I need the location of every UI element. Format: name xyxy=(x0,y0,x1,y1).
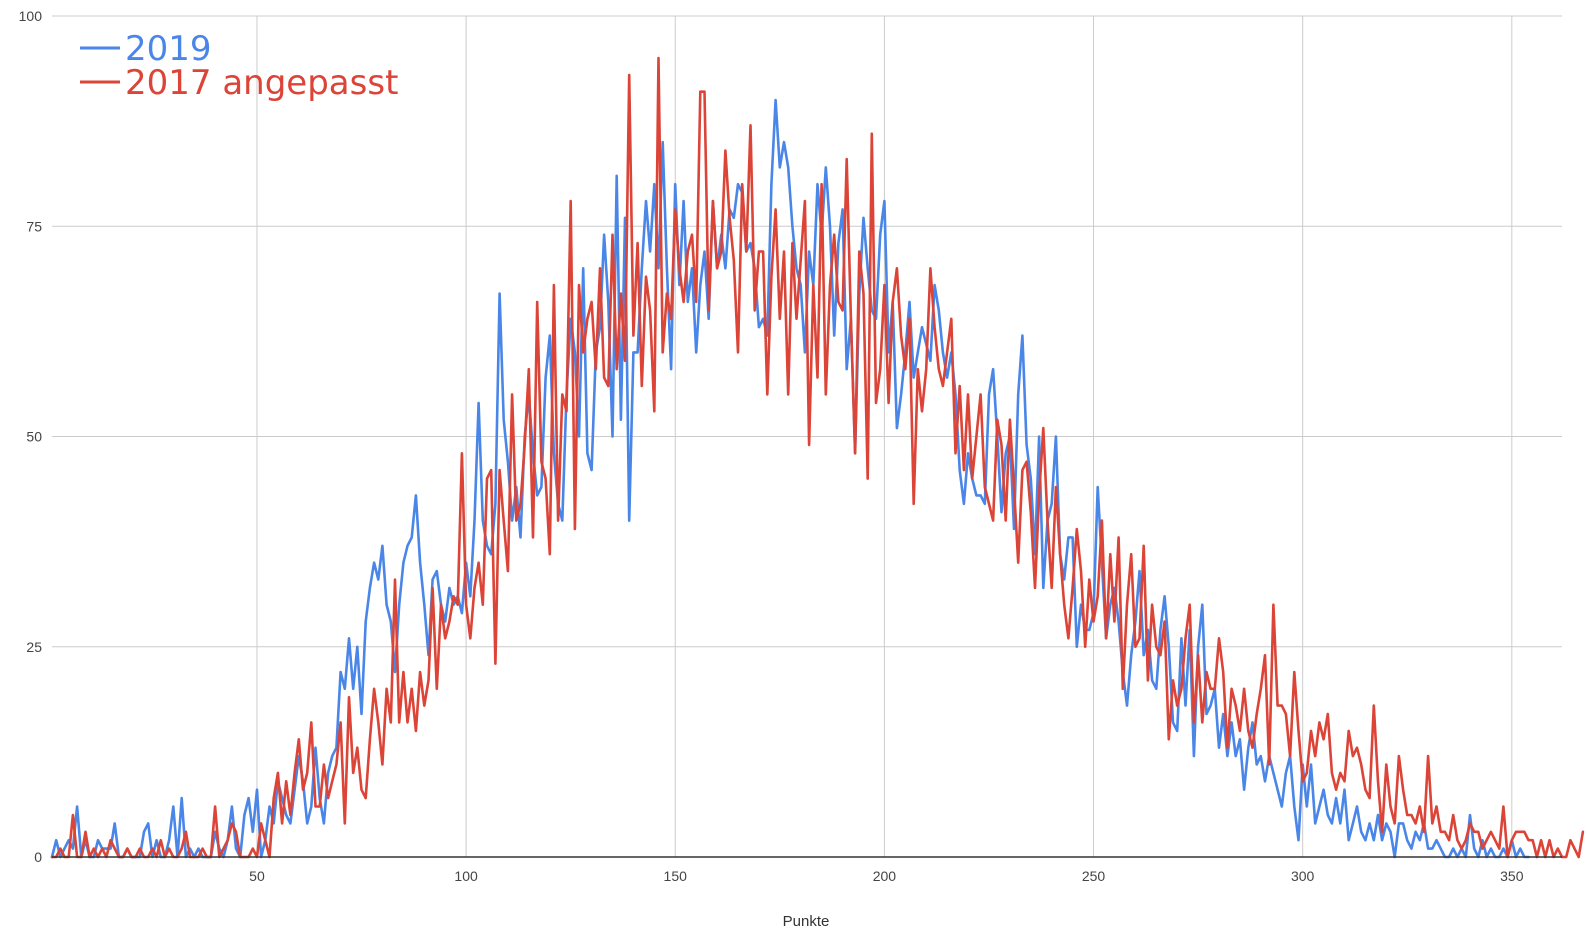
series-lines xyxy=(50,56,1585,859)
y-tick-label-2: 50 xyxy=(26,429,42,445)
x-tick-label-4: 250 xyxy=(1082,868,1106,884)
x-tick-label-2: 150 xyxy=(664,868,688,884)
series-line-1 xyxy=(50,56,1585,859)
y-tick-label-3: 75 xyxy=(26,218,42,234)
x-tick-label-0: 50 xyxy=(249,868,265,884)
x-tick-label-1: 100 xyxy=(454,868,478,884)
y-tick-label-1: 25 xyxy=(26,639,42,655)
y-tick-label-0: 0 xyxy=(34,849,42,865)
x-tick-label-5: 300 xyxy=(1291,868,1315,884)
x-tick-label-6: 350 xyxy=(1500,868,1524,884)
axes: 0 25 50 75 100 50 100 150 200 250 300 350 xyxy=(19,8,1562,884)
series-line-0 xyxy=(50,98,1530,859)
grid xyxy=(52,15,1562,857)
legend-label-0: 2019 xyxy=(125,29,212,69)
y-tick-label-4: 100 xyxy=(19,8,43,24)
x-tick-label-3: 200 xyxy=(873,868,897,884)
x-axis-title: Punkte xyxy=(783,913,830,930)
legend-label-1: 2017 angepasst xyxy=(125,63,398,103)
